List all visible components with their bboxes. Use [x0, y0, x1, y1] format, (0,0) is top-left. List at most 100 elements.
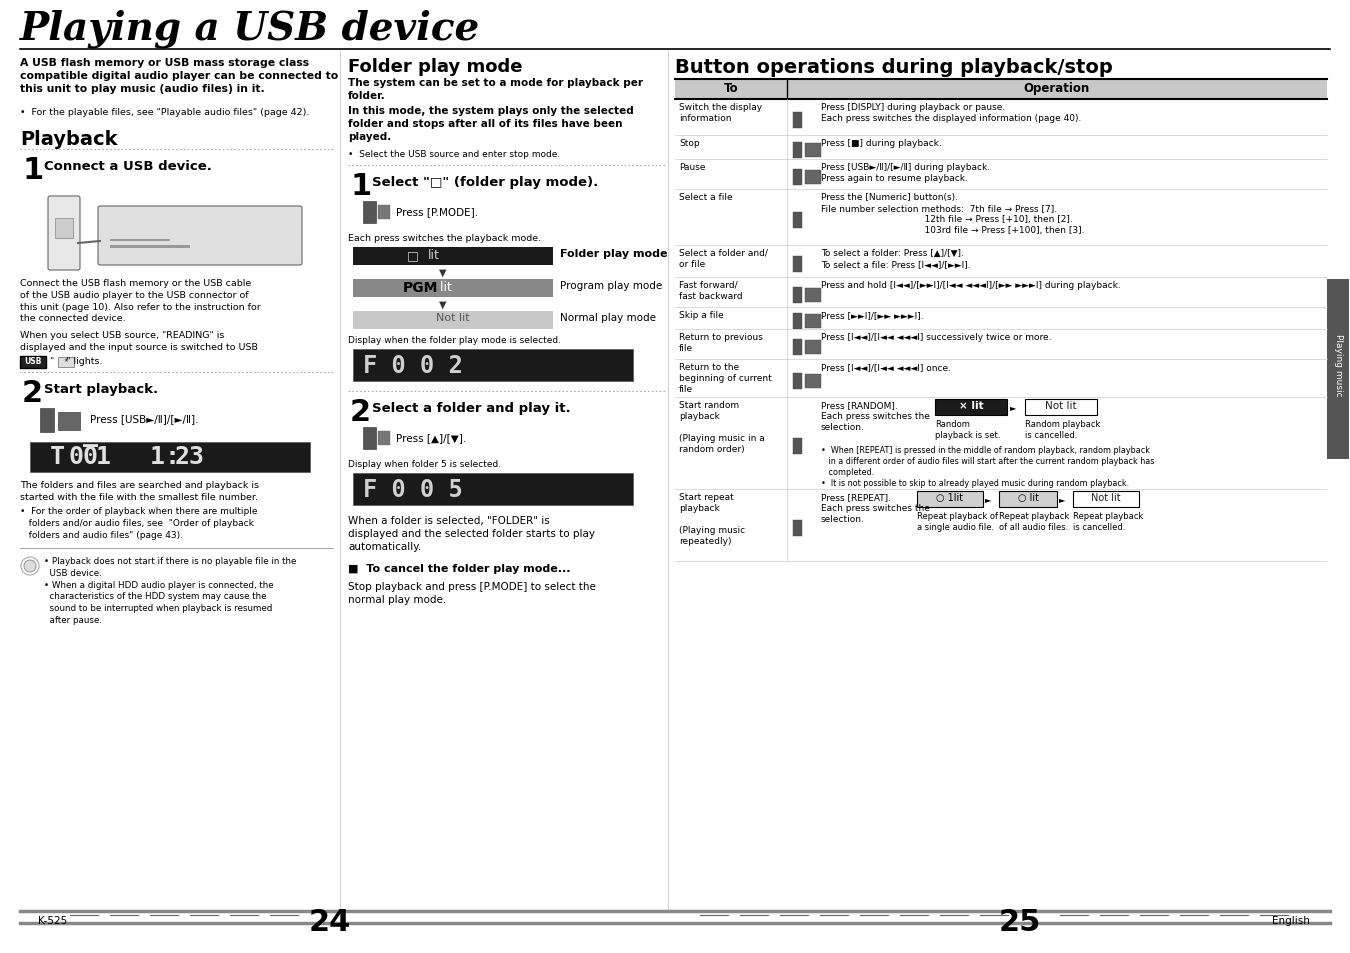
- Bar: [1327, 280, 1349, 459]
- Text: •  When [REPEAT] is pressed in the middle of random playback, random playback
  : • When [REPEAT] is pressed in the middle…: [821, 446, 1154, 488]
- Text: Each press switches the playback mode.: Each press switches the playback mode.: [348, 233, 541, 243]
- Text: Press [▲]/[▼].: Press [▲]/[▼].: [396, 433, 466, 442]
- Text: Press [USB►/Ⅱ]/[►/Ⅱ] during playback.
Press again to resume playback.: Press [USB►/Ⅱ]/[►/Ⅱ] during playback. Pr…: [821, 163, 990, 183]
- Text: USB: USB: [24, 356, 42, 366]
- FancyBboxPatch shape: [805, 171, 821, 185]
- Text: Program play mode: Program play mode: [560, 281, 663, 291]
- Text: Return to previous
file: Return to previous file: [679, 333, 763, 353]
- Text: Each press switches the
selection.: Each press switches the selection.: [821, 503, 930, 523]
- Bar: [936, 399, 1007, 416]
- Text: F 0 0 2: F 0 0 2: [363, 354, 463, 377]
- FancyBboxPatch shape: [805, 314, 821, 329]
- Text: K-525: K-525: [38, 915, 68, 925]
- Text: To: To: [724, 82, 738, 95]
- Text: •  For the playable files, see "Playable audio files" (page 42).: • For the playable files, see "Playable …: [20, 108, 309, 117]
- Bar: [792, 288, 802, 304]
- Bar: [999, 492, 1057, 507]
- Bar: [792, 339, 802, 355]
- Circle shape: [22, 558, 39, 576]
- Bar: [792, 143, 802, 159]
- Text: When a folder is selected, "FOLDER" is
displayed and the selected folder starts : When a folder is selected, "FOLDER" is d…: [348, 516, 595, 552]
- Bar: [109, 246, 190, 249]
- Bar: [352, 280, 554, 297]
- Bar: [792, 170, 802, 186]
- Bar: [675, 397, 1327, 490]
- Text: Random playback
is cancelled.: Random playback is cancelled.: [1025, 419, 1100, 439]
- Bar: [675, 246, 1327, 277]
- Text: Pause: Pause: [679, 163, 706, 172]
- Text: lit: lit: [428, 249, 440, 262]
- Text: 1: 1: [150, 444, 165, 469]
- FancyBboxPatch shape: [805, 289, 821, 303]
- Text: Press [I◄◄]/[I◄◄ ◄◄◄I] successively twice or more.: Press [I◄◄]/[I◄◄ ◄◄◄I] successively twic…: [821, 333, 1052, 341]
- Text: In this mode, the system plays only the selected
folder and stops after all of i: In this mode, the system plays only the …: [348, 106, 633, 142]
- Text: Return to the
beginning of current
file: Return to the beginning of current file: [679, 363, 772, 394]
- Bar: [352, 248, 554, 266]
- Text: 0: 0: [82, 444, 97, 469]
- Text: Connect a USB device.: Connect a USB device.: [45, 160, 212, 172]
- Text: Operation: Operation: [1023, 82, 1091, 95]
- Text: Playing a USB device: Playing a USB device: [20, 10, 481, 49]
- Text: ★: ★: [63, 357, 69, 363]
- Bar: [917, 492, 983, 507]
- Bar: [675, 330, 1327, 359]
- Text: 24: 24: [309, 907, 351, 936]
- Text: F 0 0 5: F 0 0 5: [363, 477, 463, 501]
- Text: Press [USB►/Ⅱ]/[►/Ⅱ].: Press [USB►/Ⅱ]/[►/Ⅱ].: [90, 414, 198, 423]
- Text: Press [■] during playback.: Press [■] during playback.: [821, 139, 942, 148]
- Bar: [675, 190, 1327, 246]
- Bar: [352, 474, 633, 505]
- Text: Start repeat
playback

(Playing music
repeatedly): Start repeat playback (Playing music rep…: [679, 493, 745, 546]
- Bar: [792, 438, 802, 455]
- Text: Start playback.: Start playback.: [45, 382, 158, 395]
- Text: × lit: × lit: [958, 400, 983, 411]
- Text: Skip a file: Skip a file: [679, 311, 724, 319]
- Bar: [352, 350, 633, 381]
- Text: Normal play mode: Normal play mode: [560, 313, 656, 323]
- Text: 1: 1: [22, 156, 43, 185]
- Bar: [40, 409, 54, 433]
- Bar: [675, 80, 1327, 100]
- Text: ►: ►: [1010, 402, 1017, 412]
- Text: Folder play mode: Folder play mode: [348, 58, 522, 76]
- Text: Not lit: Not lit: [1091, 493, 1120, 502]
- Text: A USB flash memory or USB mass storage class
compatible digital audio player can: A USB flash memory or USB mass storage c…: [20, 58, 339, 94]
- Text: Select "□" (folder play mode).: Select "□" (folder play mode).: [373, 175, 598, 189]
- Text: 0̅: 0̅: [68, 444, 99, 469]
- Text: □: □: [408, 249, 418, 262]
- Bar: [675, 359, 1327, 397]
- Bar: [792, 256, 802, 273]
- FancyBboxPatch shape: [99, 207, 302, 266]
- Text: Switch the display
information: Switch the display information: [679, 103, 763, 123]
- Bar: [109, 240, 170, 242]
- Bar: [1025, 399, 1098, 416]
- Bar: [675, 160, 1327, 190]
- Bar: [20, 356, 46, 369]
- Text: Start random
playback

(Playing music in a
random order): Start random playback (Playing music in …: [679, 400, 764, 454]
- Text: 2: 2: [350, 397, 371, 427]
- Text: Playing music: Playing music: [1334, 334, 1342, 395]
- Text: Repeat playback of
a single audio file.: Repeat playback of a single audio file.: [917, 512, 998, 532]
- Text: Press [I◄◄]/[I◄◄ ◄◄◄I] once.: Press [I◄◄]/[I◄◄ ◄◄◄I] once.: [821, 363, 950, 372]
- Text: The system can be set to a mode for playback per
folder.: The system can be set to a mode for play…: [348, 78, 643, 101]
- Text: Select a folder and/
or file: Select a folder and/ or file: [679, 249, 768, 269]
- Text: ■  To cancel the folder play mode...: ■ To cancel the folder play mode...: [348, 563, 571, 574]
- FancyBboxPatch shape: [378, 206, 390, 220]
- Bar: [55, 219, 73, 239]
- Text: Repeat playback
of all audio files.: Repeat playback of all audio files.: [999, 512, 1069, 532]
- Text: Press [RANDOM].: Press [RANDOM].: [821, 400, 898, 410]
- Text: Button operations during playback/stop: Button operations during playback/stop: [675, 58, 1112, 77]
- Bar: [1073, 492, 1139, 507]
- FancyBboxPatch shape: [805, 144, 821, 158]
- Text: 1: 1: [96, 444, 111, 469]
- Text: ►: ►: [1058, 495, 1065, 503]
- Text: Stop playback and press [P.MODE] to select the
normal play mode.: Stop playback and press [P.MODE] to sele…: [348, 581, 595, 604]
- Text: Display when the folder play mode is selected.: Display when the folder play mode is sel…: [348, 335, 562, 345]
- Text: Press the [Numeric] button(s).
File number selection methods:  7th file → Press : Press the [Numeric] button(s). File numb…: [821, 193, 1084, 235]
- Text: Press [DISPLY] during playback or pause.
Each press switches the displayed infor: Press [DISPLY] during playback or pause.…: [821, 103, 1081, 123]
- Text: ▼: ▼: [439, 299, 447, 310]
- Text: English: English: [1272, 915, 1309, 925]
- Text: To select a folder: Press [▲]/[▼].
To select a file: Press [I◄◄]/[►►I].: To select a folder: Press [▲]/[▼]. To se…: [821, 249, 971, 269]
- Bar: [675, 277, 1327, 308]
- Text: ►: ►: [986, 495, 991, 503]
